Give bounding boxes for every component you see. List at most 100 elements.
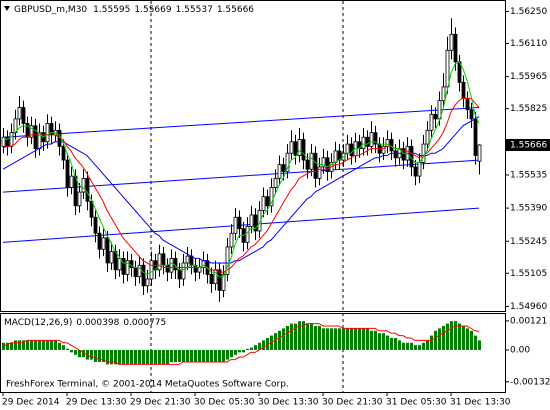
candle-body <box>345 143 350 154</box>
macd-bar <box>462 325 465 350</box>
macd-bar <box>322 328 325 350</box>
candle-body <box>425 129 430 145</box>
candle-body <box>237 216 242 230</box>
candle-body <box>69 175 74 188</box>
macd-bar <box>370 330 373 350</box>
macd-bar <box>122 349 125 365</box>
macd-bar <box>158 349 161 365</box>
macd-bar <box>418 345 421 350</box>
macd-bar <box>258 342 261 350</box>
candle-body <box>381 145 386 154</box>
macd-bar <box>478 340 481 350</box>
candle-body <box>393 150 398 159</box>
macd-bar <box>38 340 41 350</box>
candle-body <box>181 262 186 280</box>
macd-bar <box>434 330 437 350</box>
macd-bar <box>22 340 25 350</box>
candle-body <box>217 269 222 291</box>
macd-bar <box>78 349 81 358</box>
moving-average-line <box>2 61 480 278</box>
y-tick-label: 1.55390 <box>510 204 547 214</box>
y-tick-label: 1.55535 <box>510 170 547 180</box>
macd-bar <box>138 349 141 365</box>
candle-body <box>125 260 130 275</box>
candle-body <box>169 258 174 273</box>
candle-body <box>265 196 270 207</box>
macd-bar <box>242 349 245 353</box>
macd-bar <box>326 328 329 350</box>
candle-body <box>429 113 434 131</box>
candle-body <box>333 150 338 163</box>
macd-bar <box>346 328 349 350</box>
macd-bar <box>10 342 13 350</box>
macd-bar <box>386 335 389 350</box>
macd-bar <box>34 340 37 350</box>
macd-bar <box>470 330 473 350</box>
x-tick-label: 30 Dec 13:30 <box>258 398 319 408</box>
macd-bar <box>358 328 361 350</box>
candle-body <box>465 97 470 111</box>
macd-bar <box>298 321 301 350</box>
candle-body <box>85 177 90 202</box>
y-tick-label: 1.55245 <box>510 237 547 247</box>
macd-bar <box>282 328 285 350</box>
candle-body <box>317 166 322 179</box>
macd-bar <box>306 323 309 350</box>
candle-body <box>441 86 446 102</box>
candle-body <box>469 109 474 120</box>
x-tick-label: 29 Dec 21:30 <box>130 398 191 408</box>
macd-bar <box>238 349 241 353</box>
candle-body <box>461 81 466 99</box>
macd-bar <box>398 340 401 350</box>
macd-bar <box>406 342 409 350</box>
macd-bar <box>254 345 257 350</box>
macd-bar <box>278 330 281 350</box>
candle-body <box>389 139 394 152</box>
macd-bar <box>246 348 249 350</box>
macd-bar <box>74 349 77 355</box>
macd-bar <box>430 335 433 350</box>
macd-bar <box>102 349 105 362</box>
macd-bar <box>178 349 181 362</box>
candle-body <box>289 141 294 154</box>
candle-body <box>273 177 278 188</box>
macd-bar <box>42 340 45 350</box>
candle-body <box>365 136 370 147</box>
macd-bar <box>250 347 253 350</box>
candle-body <box>97 232 102 250</box>
macd-bar <box>170 349 173 362</box>
macd-bar <box>206 349 209 362</box>
candle-body <box>29 125 34 138</box>
macd-bar <box>334 328 337 350</box>
high-value: 1.55669 <box>134 5 171 15</box>
candle-body <box>21 107 26 124</box>
macd-bar <box>378 333 381 350</box>
macd-bar <box>30 340 33 350</box>
macd-bar <box>458 323 461 350</box>
channel-line <box>2 106 480 138</box>
macd-bar <box>410 342 413 350</box>
macd-bar <box>166 349 169 365</box>
x-tick-label: 30 Dec 21:30 <box>322 398 383 408</box>
candle-body <box>413 166 418 177</box>
macd-bar <box>190 349 193 362</box>
macd-bar <box>226 349 229 360</box>
macd-bar <box>70 349 73 353</box>
candle-body <box>301 139 306 161</box>
macd-bar <box>194 349 197 362</box>
macd-bar <box>318 325 321 350</box>
macd-bar <box>82 349 85 358</box>
y-tick-label: 0.00121 <box>510 316 547 326</box>
macd-header: MACD(12,26,9) 0.000398 0.000775 <box>4 318 166 328</box>
candle-body <box>145 278 150 287</box>
candle-body <box>149 260 154 280</box>
macd-bar <box>118 349 121 365</box>
candle-body <box>421 143 426 163</box>
macd-bar <box>54 340 57 350</box>
macd-bar <box>446 323 449 350</box>
candle-body <box>453 33 458 63</box>
macd-bar <box>302 321 305 350</box>
macd-bar <box>174 349 177 362</box>
macd-value: 0.000398 <box>76 318 119 328</box>
